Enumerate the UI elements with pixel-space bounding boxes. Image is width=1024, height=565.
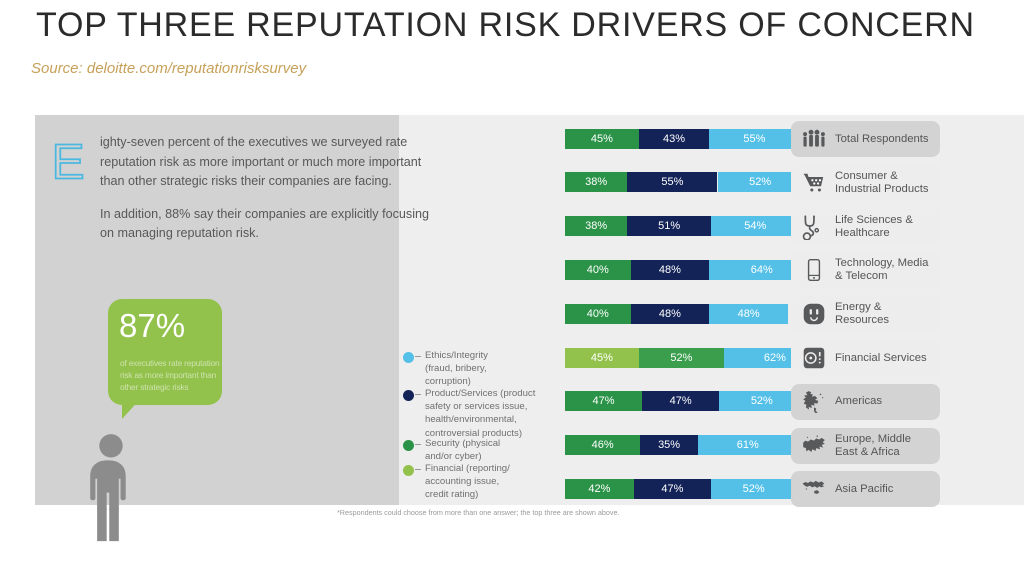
svg-text:E: E [52, 135, 85, 190]
